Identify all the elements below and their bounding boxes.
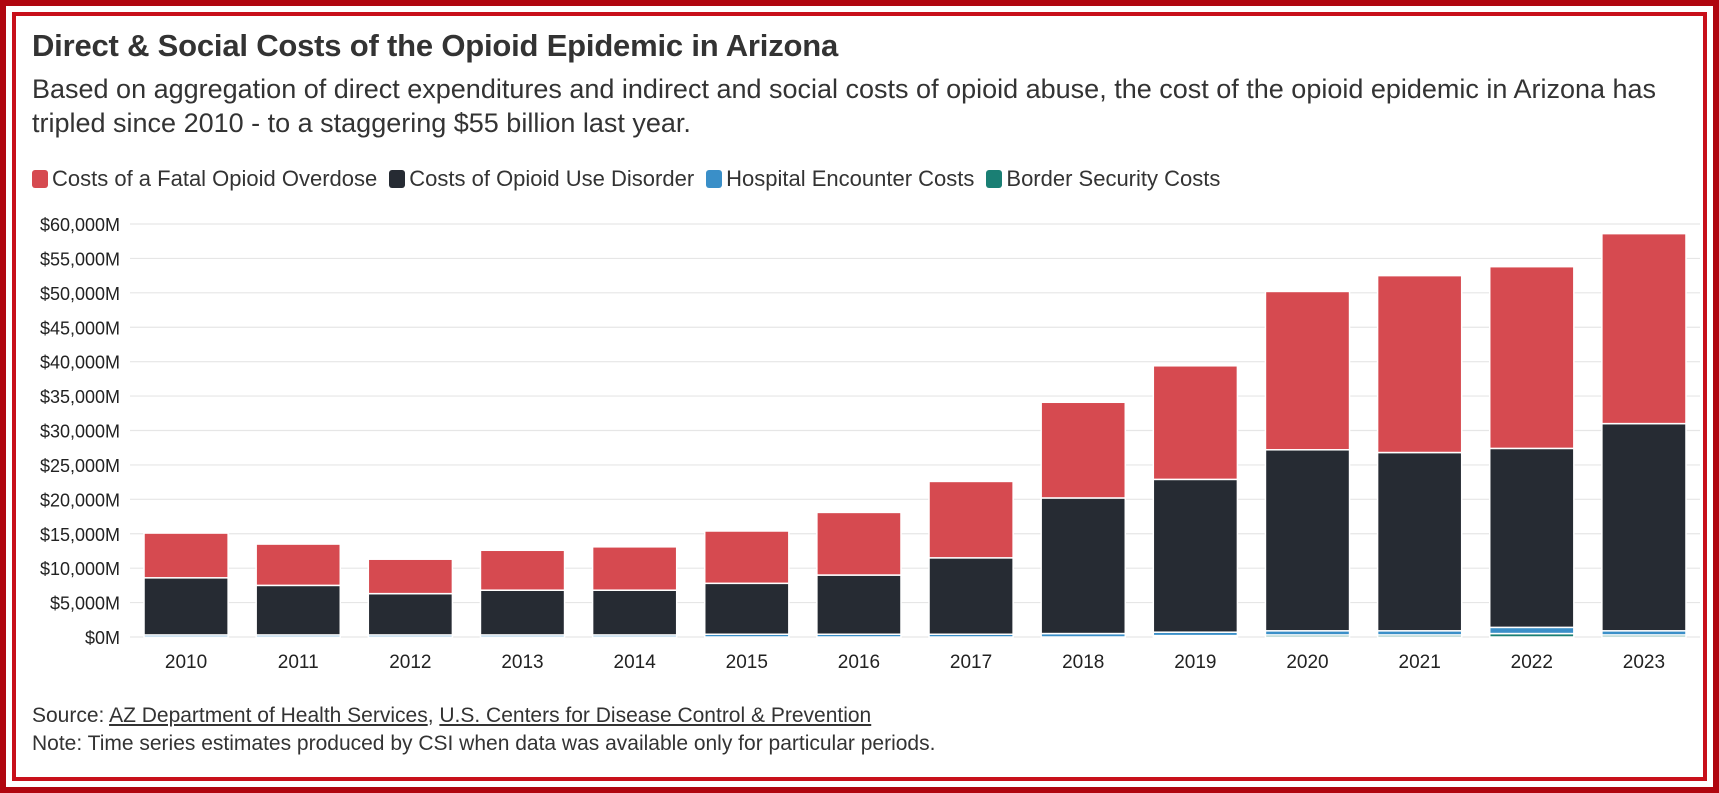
bar-fatal-2021 [1376,274,1463,454]
bar-fatal-2010 [143,532,229,579]
axis-layer: $0M $5,000M $10,000M $15,000M $20,000M $25,00… [40,215,1665,673]
legend-label-hospital: Hospital Encounter Costs [726,166,975,191]
legend-swatch-oud [389,170,406,188]
y-tick-label: $30,000M [40,422,120,442]
x-tick-label-2015: 2015 [726,652,768,673]
bar-oud-2022 [1488,447,1575,629]
bar-fatal-2022 [1488,265,1575,450]
bar-oud-2014 [591,589,678,636]
x-tick-label-2011: 2011 [278,652,319,673]
bar-oud-2016 [816,574,902,635]
source-prefix: Source: [32,704,110,727]
y-tick-label: $50,000M [40,284,120,304]
y-tick-label: $60,000M [40,215,120,235]
bar-fatal-2012 [367,558,454,595]
bar-oud-2010 [143,577,229,636]
y-tick-label: $20,000M [40,490,120,510]
chart-subtitle: Based on aggregation of direct expenditu… [32,74,1657,138]
y-tick-label: $25,000M [40,456,120,476]
note-line: Note: Time series estimates produced by … [32,732,936,755]
legend-item-border[interactable]: Border Security Costs [986,166,1220,192]
bar-oud-2015 [703,582,790,635]
x-tick-label-2014: 2014 [614,652,657,673]
x-tick-label-2016: 2016 [838,652,880,673]
footer: Source: AZ Department of Health Services… [32,702,935,758]
legend-item-hospital[interactable]: Hospital Encounter Costs [706,166,974,192]
bar-fatal-2019 [1152,365,1239,481]
y-tick-label: $0M [85,628,120,648]
bar-oud-2018 [1040,497,1127,635]
bar-hospital-2022 [1488,626,1575,635]
bar-oud-2023 [1601,422,1687,632]
y-tick-label: $55,000M [40,249,120,269]
source-separator: , [427,704,440,727]
bar-fatal-2023 [1601,232,1687,425]
bar-fatal-2016 [816,511,902,576]
y-tick-label: $35,000M [40,387,120,407]
bar-fatal-2011 [255,543,342,587]
bar-oud-2013 [479,589,566,636]
y-tick-label: $40,000M [40,353,120,373]
legend-swatch-hospital [706,170,723,188]
x-tick-label-2017: 2017 [950,652,992,673]
bar-fatal-2017 [928,480,1014,559]
legend-item-oud[interactable]: Costs of Opioid Use Disorder [389,166,694,192]
source-line: Source: AZ Department of Health Services… [32,702,935,730]
x-tick-label-2012: 2012 [389,652,431,673]
x-tick-label-2020: 2020 [1286,652,1328,673]
bar-fatal-2018 [1040,401,1127,499]
bar-oud-2011 [255,584,342,636]
bar-fatal-2020 [1264,290,1351,451]
bar-fatal-2015 [703,530,790,585]
y-tick-label: $15,000M [40,525,120,545]
x-tick-label-2010: 2010 [165,652,207,673]
x-tick-label-2021: 2021 [1399,652,1441,673]
x-tick-label-2018: 2018 [1062,652,1104,673]
inner-frame [12,12,1707,781]
bar-oud-2020 [1264,449,1351,632]
source-link-cdc[interactable]: U.S. Centers for Disease Control & Preve… [439,704,872,727]
legend-item-fatal[interactable]: Costs of a Fatal Opioid Overdose [32,166,377,192]
grid-layer [130,223,1700,638]
y-tick-label: $10,000M [40,559,120,579]
bars-layer [143,232,1687,638]
x-tick-label-2023: 2023 [1623,652,1665,673]
y-tick-label: $45,000M [40,318,120,338]
x-tick-label-2013: 2013 [501,652,543,673]
legend-swatch-border [986,170,1003,188]
x-tick-label-2022: 2022 [1511,652,1553,673]
legend-swatch-fatal [32,170,48,188]
legend-label-oud: Costs of Opioid Use Disorder [409,166,695,191]
x-tick-label-2019: 2019 [1174,652,1216,673]
chart-title: Direct & Social Costs of the Opioid Epid… [32,28,839,63]
source-link-azdhs[interactable]: AZ Department of Health Services [109,704,428,727]
bar-oud-2017 [928,557,1014,635]
y-tick-label: $5,000M [50,594,120,614]
legend: Costs of a Fatal Opioid Overdose Costs o… [32,166,1232,192]
bar-fatal-2013 [479,549,566,591]
legend-label-border: Border Security Costs [1006,166,1221,191]
legend-label-fatal: Costs of a Fatal Opioid Overdose [52,166,378,191]
bar-fatal-2014 [591,546,678,591]
bar-oud-2021 [1376,451,1463,632]
bar-oud-2012 [367,592,454,636]
bar-oud-2019 [1152,478,1239,633]
